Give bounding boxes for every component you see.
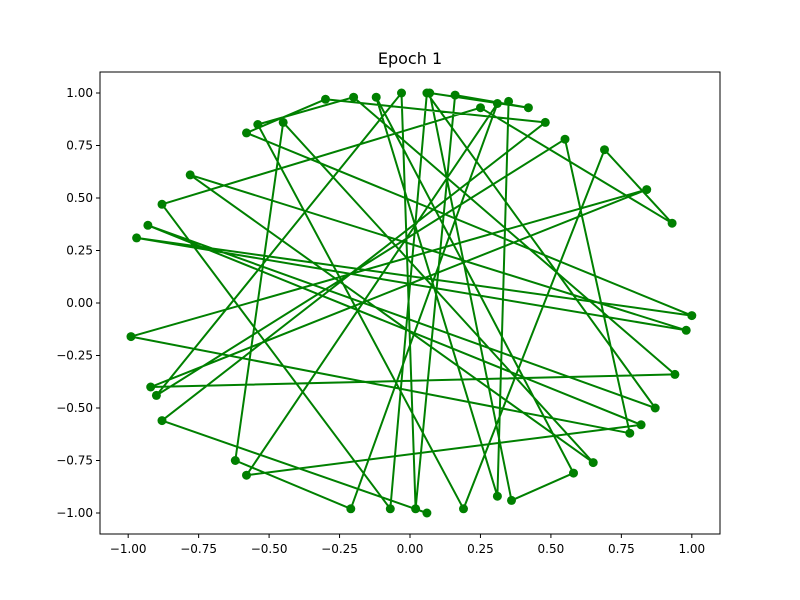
x-tick-label: −1.00: [110, 542, 147, 556]
data-point: [569, 468, 578, 478]
data-point: [492, 491, 502, 501]
data-point: [157, 199, 167, 209]
data-point: [636, 420, 646, 430]
data-point: [253, 120, 263, 129]
x-tick-label: 1.00: [678, 542, 705, 556]
data-point: [681, 325, 691, 335]
series-layer: [126, 88, 697, 518]
x-tick-label: 0.75: [608, 542, 635, 556]
data-point: [151, 390, 161, 400]
series-line: [130, 92, 693, 514]
data-point: [346, 504, 356, 514]
data-point: [349, 92, 359, 102]
data-point: [625, 428, 635, 438]
y-tick-label: −0.50: [56, 401, 93, 415]
data-point: [476, 103, 485, 113]
x-tick-label: −0.25: [321, 542, 358, 556]
y-tick-label: 0.75: [66, 139, 93, 153]
data-point: [588, 458, 598, 468]
data-point: [132, 233, 142, 243]
axes-layer: −1.00 −0.75 −0.50 −0.25 0.00 0.25 0.50 0.75 1.00…: [56, 71, 721, 556]
x-tick-label: 0.50: [538, 542, 565, 556]
data-point: [459, 504, 468, 514]
data-point: [450, 90, 460, 100]
data-point: [650, 403, 660, 413]
y-tick-label: 1.00: [66, 86, 93, 100]
data-point: [143, 220, 153, 230]
y-tick-label: −0.75: [56, 454, 93, 468]
plot-frame: [99, 71, 721, 535]
y-tick-label: 0.25: [66, 244, 93, 258]
data-point: [507, 495, 516, 505]
data-point: [492, 99, 502, 108]
data-point: [185, 170, 195, 180]
data-point: [504, 96, 514, 106]
data-point: [242, 470, 251, 480]
chart-title: Epoch 1: [378, 49, 442, 68]
x-tick-label: 0.25: [467, 542, 494, 556]
x-tick-label: −0.50: [251, 542, 288, 556]
data-point: [411, 504, 421, 514]
x-tick-label: −0.75: [180, 542, 217, 556]
data-point: [371, 92, 381, 102]
y-tick-label: 0.00: [66, 296, 93, 310]
data-point: [157, 416, 167, 426]
data-point: [397, 88, 406, 98]
data-point: [146, 382, 156, 392]
data-point: [670, 369, 680, 379]
data-point: [242, 128, 251, 138]
data-point: [385, 504, 395, 514]
data-point: [126, 332, 136, 342]
data-point: [278, 117, 288, 127]
data-point: [422, 508, 432, 518]
data-point: [642, 185, 652, 195]
data-point: [321, 94, 330, 104]
x-tick-label: 0.00: [397, 542, 424, 556]
data-point: [667, 218, 677, 228]
y-tick-label: 0.50: [66, 191, 93, 205]
data-point: [687, 311, 697, 321]
data-point: [230, 456, 240, 465]
data-point: [540, 117, 550, 127]
data-point: [523, 103, 533, 113]
data-point: [600, 145, 609, 155]
y-tick-label: −0.25: [56, 349, 93, 363]
data-point: [560, 134, 570, 144]
data-point: [425, 88, 435, 98]
y-tick-label: −1.00: [56, 506, 93, 520]
